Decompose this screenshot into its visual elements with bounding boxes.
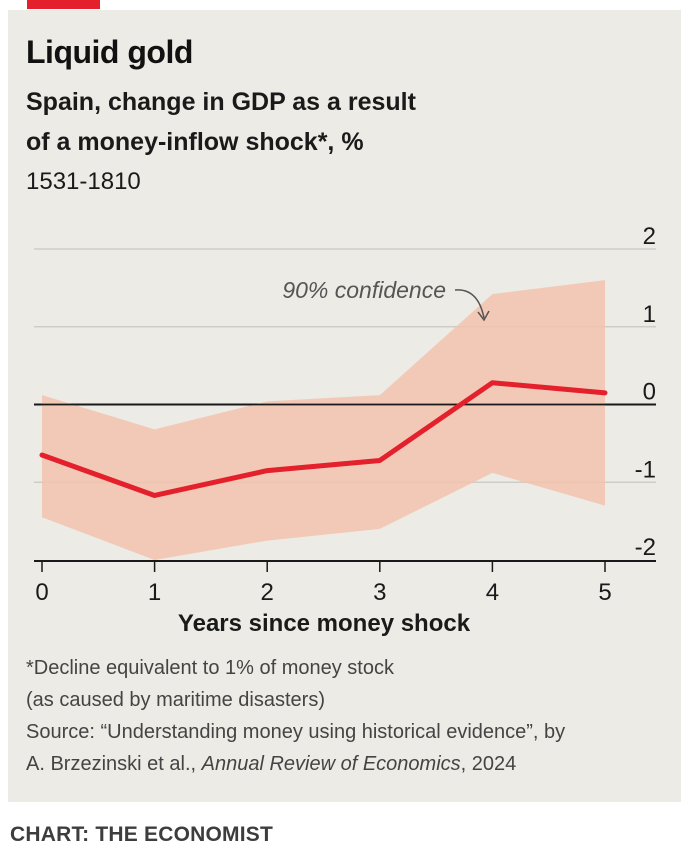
source-line1: Source: “Understanding money using histo… [26,721,566,743]
chart-subtitle-line2: of a money-inflow shock*, % [26,128,364,156]
y-tick-label: -2 [635,534,656,561]
annotation-arrowhead [477,310,490,322]
y-tick-label: 1 [643,301,656,328]
y-tick-label: 2 [643,223,656,250]
source-year: , 2024 [460,753,517,775]
accent-bar [27,0,100,9]
series-line-layer [39,380,608,498]
confidence-annotation: 90% confidence [282,277,446,303]
source-authors: A. Brzezinski et al., [26,753,202,775]
x-axis-label: Years since money shock [177,610,471,637]
tick-labels: 0 1 2 3 4 5 2 1 0 -1 -2 [35,223,656,606]
confidence-band [42,280,605,560]
source-line2: A. Brzezinski et al., Annual Review of E… [26,753,516,776]
annotation-arrow [454,289,485,319]
chart-period: 1531-1810 [26,168,141,195]
x-tick-label: 4 [486,579,499,606]
gdp-change-line [39,380,608,498]
chart-subtitle-line1: Spain, change in GDP as a result [26,88,416,116]
footnote-line2: (as caused by maritime disasters) [26,689,325,711]
confidence-band-layer [42,280,605,560]
x-tick-label: 5 [598,579,611,606]
x-tick-label: 2 [261,579,274,606]
annotations: 90% confidence [282,277,490,322]
footnote-line1: *Decline equivalent to 1% of money stock [26,657,394,679]
x-tick-label: 1 [148,579,161,606]
x-tick-label: 0 [35,579,48,606]
y-tick-label: -1 [635,456,656,483]
chart-credit: CHART: THE ECONOMIST [10,823,273,846]
chart-title: Liquid gold [26,34,193,70]
x-tick-label: 3 [373,579,386,606]
source-journal: Annual Review of Economics [201,753,461,775]
y-tick-label: 0 [643,379,656,406]
axes [34,403,656,572]
